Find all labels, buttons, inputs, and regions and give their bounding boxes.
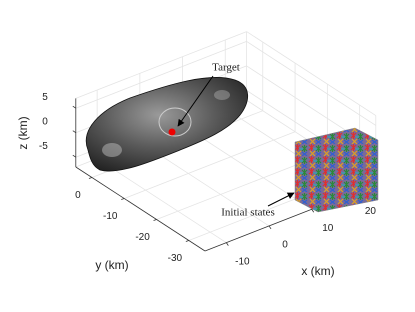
annotation: Initial states [221, 207, 274, 219]
y-tick-label: 0 [75, 190, 81, 201]
box-edge [246, 31, 377, 116]
x-tick-label: 20 [365, 206, 377, 217]
z-axis-label: z (km) [16, 116, 30, 149]
y-tick-label: -30 [168, 253, 183, 264]
z-tick-label: 5 [42, 92, 48, 103]
y-axis-label: y (km) [95, 258, 128, 272]
box-edge [75, 31, 247, 99]
crater [102, 143, 122, 157]
asteroid [86, 77, 249, 172]
z-tick [72, 105, 77, 109]
x-tick-label: 0 [282, 240, 288, 251]
x-tick [226, 242, 229, 246]
grid-line [75, 41, 247, 109]
grid-line [96, 158, 227, 243]
x-axis-label: x (km) [301, 264, 334, 278]
y-tick [185, 240, 189, 242]
annotation-arrow [267, 192, 295, 207]
y-tick [121, 198, 125, 200]
z-tick [72, 154, 77, 158]
x-tick [268, 225, 272, 230]
x-tick-label: -10 [235, 256, 250, 267]
target-point [168, 128, 176, 136]
y-tick [153, 219, 157, 221]
crater [158, 107, 192, 137]
x-tick [311, 209, 315, 213]
y-tick-label: -20 [135, 232, 150, 243]
z-tick-label: -5 [39, 141, 48, 152]
crater [214, 90, 230, 100]
x-tick-label: 10 [322, 223, 334, 234]
z-tick [72, 130, 77, 134]
y-tick [88, 177, 93, 179]
initial-states-cloud [294, 127, 379, 213]
annotation: Target [212, 62, 240, 74]
annotation-arrow [177, 75, 214, 127]
z-tick-label: 0 [42, 116, 48, 127]
grid-line [124, 131, 296, 199]
y-tick-label: -10 [103, 211, 118, 222]
y-axis-line [75, 166, 206, 252]
grid-line [246, 41, 377, 126]
